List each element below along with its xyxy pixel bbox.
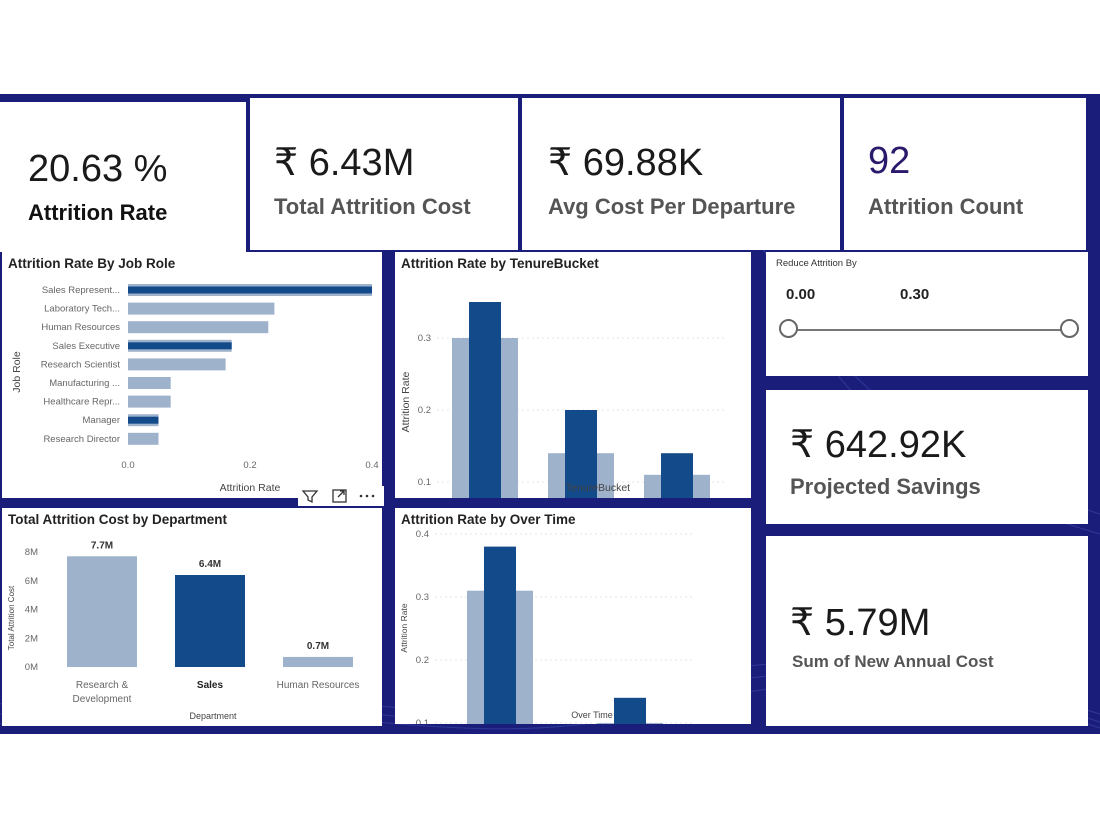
y-tick-label: 0.1 [418,477,431,488]
y-tick-label: Manager [83,415,121,426]
chart-department[interactable]: Total Attrition Cost by Department 0M 2M 4… [2,508,382,726]
bar [128,321,269,334]
bar-highlight [128,286,372,294]
y-tick-label: Sales Represent... [42,285,120,296]
x-tick-label: 0.4 [365,460,378,471]
y-axis-title: Attrition Rate [399,603,409,652]
bar-highlight [614,697,646,724]
x-axis-title: Attrition Rate [220,482,281,494]
chart-job-role[interactable]: Attrition Rate By Job Role 0.0 0.2 0.4 Sale… [2,252,382,498]
bar-highlight [565,410,597,498]
bar-highlight [469,302,501,498]
kpi-label: Total Attrition Cost [274,194,471,219]
filter-icon[interactable] [301,490,319,504]
chart-tenure-svg: 0.00.10.20.30-2 Yrs3-5 Yrs5+ Yrs Attriti… [400,302,725,498]
kpi-value: ₹ 69.88K [548,142,704,184]
bar [128,395,171,408]
kpi-total-cost-card[interactable]: ₹ 6.43M Total Attrition Cost [250,98,518,250]
bar-highlight [128,416,159,424]
y-tick-label: Human Resources [41,322,120,333]
bar-highlight [128,342,232,350]
slider-track[interactable] [790,329,1072,331]
slicer-min-value: 0.00 [786,286,816,303]
y-tick-label: 0.1 [416,718,429,724]
data-label: 6.4M [199,559,221,570]
kpi-value: ₹ 6.43M [274,142,415,184]
kpi-value: 92 [868,140,911,182]
kpi-value: ₹ 5.79M [790,602,931,644]
dashboard-canvas: 20.63 % Attrition Rate ₹ 6.43M Total Att… [0,94,1100,734]
kpi-label: Sum of New Annual Cost [792,652,994,671]
y-axis-title: Total Attrition Cost [7,585,16,650]
data-label: 0.7M [307,641,329,652]
y-tick-label: 0.2 [416,655,429,666]
y-tick-label: 8M [25,547,38,558]
kpi-new-annual-cost-card[interactable]: ₹ 5.79M Sum of New Annual Cost [766,536,1088,726]
y-tick-label: 0.4 [416,529,429,540]
chart-title: Total Attrition Cost by Department [8,512,227,527]
kpi-value: 20.63 % [28,148,168,190]
y-tick-label: 0M [25,662,38,673]
x-axis-title: Over Time [571,710,613,720]
kpi-attrition-count-card[interactable]: 92 Attrition Count [844,98,1086,250]
y-tick-label: Research Director [43,434,120,445]
chart-overtime[interactable]: Attrition Rate by Over Time 0.00.10.20.3… [395,508,751,724]
y-tick-label: Sales Executive [52,341,120,352]
bar-highlight [661,453,693,498]
y-tick-label: 6M [25,576,38,587]
kpi-label: Avg Cost Per Departure [548,194,796,219]
kpi-label: Attrition Rate [28,200,168,225]
data-label: 7.7M [91,540,113,551]
y-tick-label: Research Scientist [41,359,121,370]
kpi-attrition-rate-card[interactable]: 20.63 % Attrition Rate [0,102,246,252]
y-tick-label: Manufacturing ... [49,378,120,389]
x-tick-label: 0.0 [121,460,134,471]
bar [128,302,275,315]
chart-tenure[interactable]: Attrition Rate by TenureBucket 0.00.10.2… [395,252,751,498]
x-axis-title: Department [189,711,237,721]
bar [175,575,245,667]
x-tick-label: Sales [197,680,224,691]
slicer-max-value: 0.30 [900,286,930,303]
kpi-value: ₹ 642.92K [790,424,967,466]
y-tick-label: 4M [25,605,38,616]
y-axis-title: Attrition Rate [400,371,412,432]
bar [128,377,171,389]
chart-title: Attrition Rate By Job Role [8,256,176,271]
bar [67,556,137,667]
y-tick-label: Laboratory Tech... [44,304,120,315]
kpi-label: Projected Savings [790,474,981,499]
kpi-avg-cost-card[interactable]: ₹ 69.88K Avg Cost Per Departure [522,98,840,250]
slicer-title: Reduce Attrition By [776,258,857,269]
more-options-icon[interactable] [359,494,375,498]
kpi-label: Attrition Count [868,194,1024,219]
y-axis-title: Job Role [11,351,23,393]
chart-title: Attrition Rate by TenureBucket [401,256,599,271]
bar [128,432,159,445]
bar [128,358,226,371]
visual-header-icons [301,489,375,504]
x-tick-label: Research & [76,680,129,691]
chart-department-svg: 0M 2M 4M 6M 8M 7.7M Research & Development 6.4M S… [7,540,360,721]
bar-highlight [484,546,516,724]
y-tick-label: 0.3 [416,592,429,603]
kpi-projected-savings-card[interactable]: ₹ 642.92K Projected Savings [766,390,1088,524]
x-tick-label: 0.2 [243,460,256,471]
x-tick-label: Human Resources [277,680,360,691]
visual-header-toolbar [298,486,384,506]
y-tick-label: 2M [25,633,38,644]
bar [283,656,353,667]
chart-title: Attrition Rate by Over Time [401,512,576,527]
slider-handle-min[interactable] [779,319,798,338]
chart-overtime-svg: 0.00.10.20.30.4YesNo Attrition Rate Over… [399,529,695,724]
chart-job-role-svg: 0.0 0.2 0.4 Sales Represent... Laboratory Te… [11,284,379,494]
x-axis-title: TenureBucket [566,482,630,494]
y-tick-label: Healthcare Repr... [43,397,120,408]
y-tick-label: 0.3 [418,333,431,344]
slider-handle-max[interactable] [1060,319,1079,338]
slicer-reduce-attrition[interactable]: Reduce Attrition By 0.00 0.30 [766,252,1088,376]
focus-mode-icon[interactable] [332,489,347,503]
x-tick-label: Development [73,694,132,705]
y-tick-label: 0.2 [418,405,431,416]
